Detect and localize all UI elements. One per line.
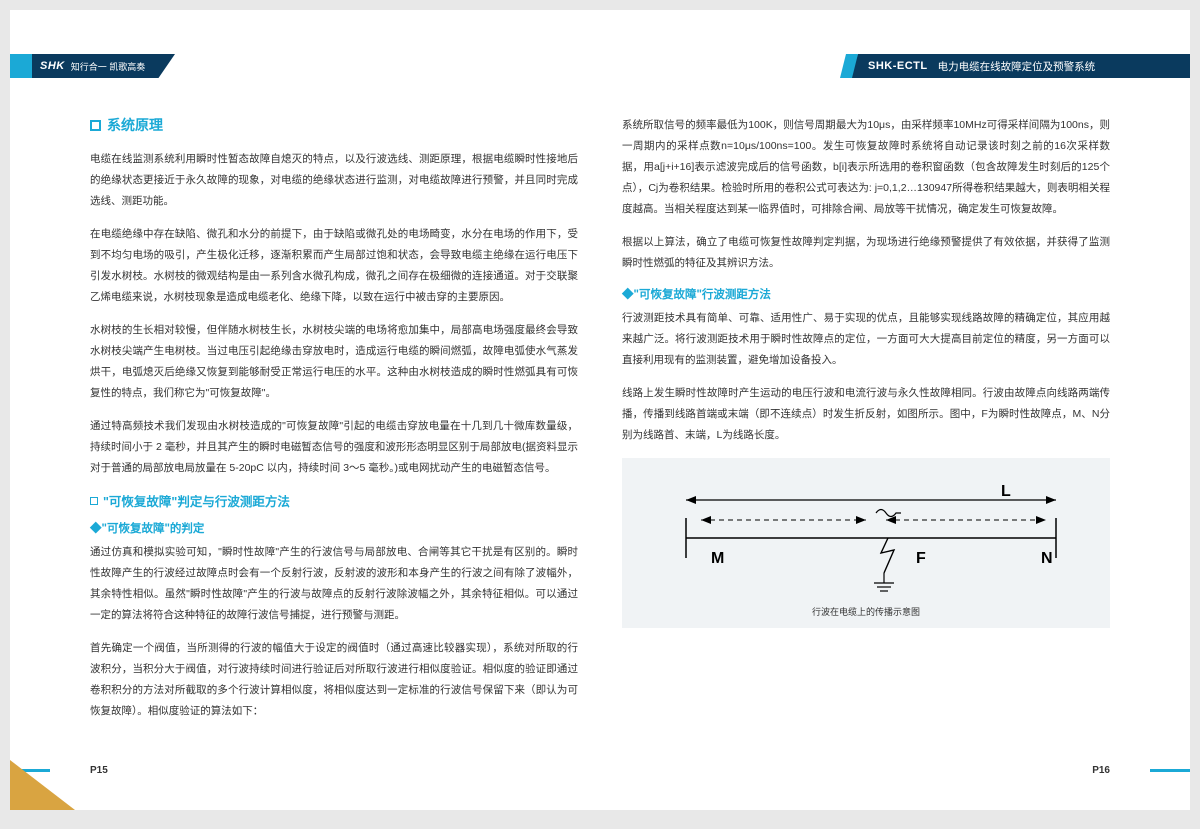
- paragraph: 水树枝的生长相对较慢，但伴随水树枝生长，水树枝尖端的电场将愈加集中，局部高电场强…: [90, 320, 578, 404]
- product-desc: 电力电缆在线故障定位及预警系统: [938, 59, 1096, 74]
- content-right: 系统所取信号的频率最低为100K，则信号周期最大为10μs，由采样频率10MHz…: [622, 115, 1110, 740]
- paragraph: 在电缆绝缘中存在缺陷、微孔和水分的前提下，由于缺陷或微孔处的电场畸变，水分在电场…: [90, 224, 578, 308]
- paragraph: 首先确定一个阀值，当所测得的行波的幅值大于设定的阀值时（通过高速比较器实现），系…: [90, 638, 578, 722]
- paragraph: 通过特高频技术我们发现由水树枝造成的"可恢复故障"引起的电缆击穿放电量在十几到几…: [90, 416, 578, 479]
- square-bullet-icon: [90, 497, 98, 505]
- paragraph: 行波测距技术具有简单、可靠、适用性广、易于实现的优点，且能够实现线路故障的精确定…: [622, 308, 1110, 371]
- subsection-title: ◆"可恢复故障"行波测距方法: [622, 286, 1110, 302]
- brand: SHK: [40, 60, 65, 72]
- product-code: SHK-ECTL: [868, 60, 928, 72]
- page-number-right: P16: [1092, 765, 1110, 776]
- paragraph: 通过仿真和模拟实验可知，"瞬时性故障"产生的行波信号与局部放电、合闸等其它干扰是…: [90, 542, 578, 626]
- header-right: SHK-ECTL 电力电缆在线故障定位及预警系统: [850, 54, 1190, 78]
- header-left: SHK 知行合一 凯歌高奏: [10, 54, 175, 78]
- content-left: 系统原理 电缆在线监测系统利用瞬时性暂态故障自熄灭的特点，以及行波选线、测距原理…: [90, 115, 578, 740]
- footer-accent-right: [1150, 769, 1190, 772]
- subsection-title: ◆"可恢复故障"的判定: [90, 520, 578, 536]
- brand-tagline: 知行合一 凯歌高奏: [71, 60, 146, 73]
- paragraph: 电缆在线监测系统利用瞬时性暂态故障自熄灭的特点，以及行波选线、测距原理，根据电缆…: [90, 149, 578, 212]
- label-M: M: [711, 550, 724, 567]
- diagram-svg: L M: [622, 458, 1110, 628]
- paragraph: 根据以上算法，确立了电缆可恢复性故障判定判据，为现场进行绝缘预警提供了有效依据，…: [622, 232, 1110, 274]
- title-text: "可恢复故障"判定与行波测距方法: [103, 491, 290, 510]
- spread: SHK 知行合一 凯歌高奏 系统原理 电缆在线监测系统利用瞬时性暂态故障自熄灭的…: [10, 10, 1190, 810]
- title-text: 系统原理: [107, 115, 163, 135]
- section-title-2: "可恢复故障"判定与行波测距方法: [90, 491, 578, 510]
- label-F: F: [916, 550, 926, 567]
- diagram-caption: 行波在电缆上的传播示意图: [622, 605, 1110, 618]
- page-right: SHK-ECTL 电力电缆在线故障定位及预警系统 系统所取信号的频率最低为100…: [600, 10, 1190, 810]
- corner-triangle: [10, 760, 75, 810]
- square-bullet-icon: [90, 120, 101, 131]
- paragraph: 线路上发生瞬时性故障时产生运动的电压行波和电流行波与永久性故障相同。行波由故障点…: [622, 383, 1110, 446]
- label-L: L: [1001, 483, 1011, 500]
- section-title-1: 系统原理: [90, 115, 578, 135]
- label-N: N: [1041, 550, 1053, 567]
- page-left: SHK 知行合一 凯歌高奏 系统原理 电缆在线监测系统利用瞬时性暂态故障自熄灭的…: [10, 10, 600, 810]
- wave-diagram: L M: [622, 458, 1110, 628]
- page-number-left: P15: [90, 765, 108, 776]
- paragraph: 系统所取信号的频率最低为100K，则信号周期最大为10μs，由采样频率10MHz…: [622, 115, 1110, 220]
- header-accent-left: [10, 54, 32, 78]
